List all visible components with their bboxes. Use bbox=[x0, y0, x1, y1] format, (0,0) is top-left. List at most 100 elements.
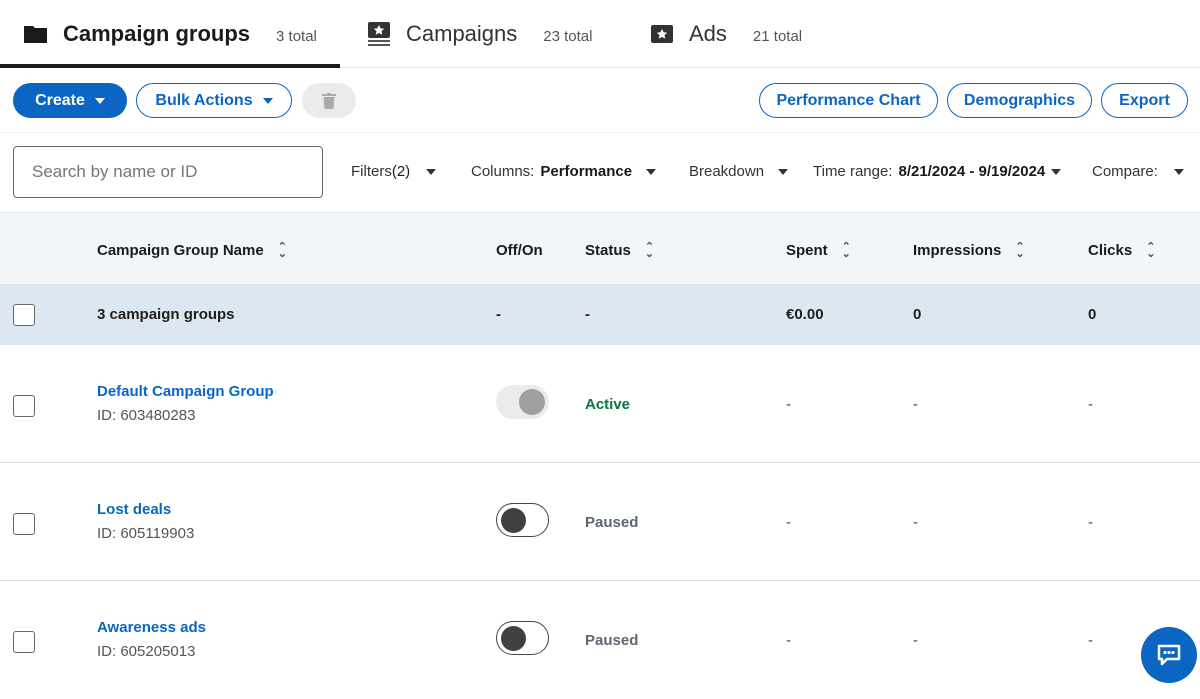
summary-spent: €0.00 bbox=[786, 306, 824, 323]
campaign-group-id: ID: 603480283 bbox=[97, 407, 196, 424]
chat-button[interactable] bbox=[1141, 627, 1197, 683]
ad-icon bbox=[651, 25, 673, 43]
time-range-dropdown[interactable]: Time range: 8/21/2024 - 9/19/2024 bbox=[813, 163, 1062, 180]
time-range-label: Time range: bbox=[813, 163, 893, 180]
sort-icon: ⌃ ⌄ bbox=[644, 240, 655, 260]
toggle-knob bbox=[501, 625, 526, 651]
campaign-stack-icon bbox=[368, 22, 390, 46]
columns-dropdown[interactable]: Columns: Performance bbox=[471, 163, 657, 180]
tab-count: 21 total bbox=[752, 27, 803, 45]
performance-chart-button[interactable]: Performance Chart bbox=[759, 83, 938, 118]
clicks-value: - bbox=[1088, 396, 1093, 413]
campaign-group-id: ID: 605119903 bbox=[97, 525, 195, 542]
columns-value: Performance bbox=[540, 163, 633, 180]
demographics-button[interactable]: Demographics bbox=[947, 83, 1092, 118]
tab-count: 3 total bbox=[276, 27, 317, 45]
trash-icon bbox=[322, 92, 336, 109]
header-label: Spent bbox=[786, 242, 828, 259]
caret-down-icon bbox=[1173, 168, 1184, 175]
filters-label: Filters bbox=[351, 163, 392, 180]
columns-label: Columns: bbox=[471, 163, 535, 180]
toggle-knob bbox=[519, 389, 545, 415]
status-badge: Paused bbox=[585, 514, 639, 531]
tab-label: Ads bbox=[689, 21, 727, 46]
table-row: Awareness ads ID: 605205013 Paused - - - bbox=[0, 581, 1200, 699]
impressions-value: - bbox=[913, 396, 918, 413]
campaign-group-link[interactable]: Awareness ads bbox=[97, 619, 206, 636]
header-impressions[interactable]: Impressions ⌃ ⌄ bbox=[913, 240, 1025, 260]
folder-icon bbox=[24, 26, 47, 43]
summary-label: 3 campaign groups bbox=[97, 306, 235, 323]
caret-down-icon bbox=[94, 97, 105, 104]
summary-status: - bbox=[585, 306, 590, 323]
create-button[interactable]: Create bbox=[13, 83, 127, 118]
spent-value: - bbox=[786, 632, 791, 649]
header-label: Clicks bbox=[1088, 242, 1133, 259]
spent-value: - bbox=[786, 514, 791, 531]
header-offon: Off/On bbox=[496, 242, 543, 259]
spent-value: - bbox=[786, 396, 791, 413]
header-label: Campaign Group Name bbox=[97, 242, 264, 259]
header-name[interactable]: Campaign Group Name ⌃ ⌄ bbox=[97, 240, 287, 260]
status-toggle[interactable] bbox=[496, 385, 549, 419]
filters-count: (2) bbox=[391, 163, 411, 180]
breakdown-dropdown[interactable]: Breakdown bbox=[689, 163, 789, 180]
campaign-group-link[interactable]: Lost deals bbox=[97, 501, 172, 518]
filters-dropdown[interactable]: Filters (2) bbox=[351, 163, 437, 180]
select-all-checkbox[interactable] bbox=[13, 304, 35, 326]
summary-offon: - bbox=[496, 306, 501, 323]
tab-campaigns[interactable]: Campaigns 23 total bbox=[368, 18, 593, 50]
sort-icon: ⌃ ⌄ bbox=[1015, 240, 1025, 260]
status-badge: Paused bbox=[585, 632, 639, 649]
header-clicks[interactable]: Clicks ⌃ ⌄ bbox=[1088, 240, 1156, 260]
delete-button[interactable] bbox=[302, 83, 356, 118]
create-label: Create bbox=[35, 91, 85, 109]
compare-dropdown[interactable]: Compare: bbox=[1092, 163, 1184, 180]
impressions-value: - bbox=[913, 632, 918, 649]
row-checkbox[interactable] bbox=[13, 631, 35, 653]
clicks-value: - bbox=[1088, 514, 1093, 531]
header-label: Off/On bbox=[496, 242, 543, 259]
caret-down-icon bbox=[262, 97, 273, 104]
summary-row: 3 campaign groups - - €0.00 0 0 bbox=[0, 284, 1200, 345]
status-badge: Active bbox=[585, 396, 631, 413]
filter-bar bbox=[0, 132, 1200, 212]
row-checkbox[interactable] bbox=[13, 395, 35, 417]
row-checkbox[interactable] bbox=[13, 513, 35, 535]
compare-label: Compare: bbox=[1092, 163, 1158, 180]
clicks-value: - bbox=[1088, 632, 1093, 649]
caret-down-icon bbox=[646, 168, 657, 175]
bulk-actions-button[interactable]: Bulk Actions bbox=[136, 83, 292, 118]
time-range-value: 8/21/2024 - 9/19/2024 bbox=[898, 163, 1046, 180]
summary-impressions: 0 bbox=[913, 306, 922, 323]
table-header: Campaign Group Name ⌃ ⌄ Off/On Status ⌃ ⌄ Sp… bbox=[0, 212, 1200, 284]
chat-bubble-icon bbox=[1157, 644, 1181, 666]
status-toggle[interactable] bbox=[496, 621, 549, 655]
tab-campaign-groups[interactable]: Campaign groups 3 total bbox=[24, 18, 317, 50]
caret-down-icon bbox=[1051, 168, 1062, 175]
search-input[interactable] bbox=[13, 146, 323, 198]
caret-down-icon bbox=[778, 168, 789, 175]
tab-label: Campaigns bbox=[406, 21, 518, 46]
tab-label: Campaign groups bbox=[63, 21, 251, 46]
breakdown-label: Breakdown bbox=[689, 163, 765, 180]
export-button[interactable]: Export bbox=[1101, 83, 1188, 118]
header-spent[interactable]: Spent ⌃ ⌄ bbox=[786, 240, 851, 260]
tab-count: 23 total bbox=[543, 27, 593, 45]
campaign-group-id: ID: 605205013 bbox=[97, 643, 196, 660]
campaign-group-link[interactable]: Default Campaign Group bbox=[97, 383, 274, 400]
caret-down-icon bbox=[426, 168, 437, 175]
sort-icon: ⌃ ⌄ bbox=[841, 240, 851, 260]
summary-clicks: 0 bbox=[1088, 306, 1097, 323]
table-row: Lost deals ID: 605119903 Paused - - - bbox=[0, 463, 1200, 581]
status-toggle[interactable] bbox=[496, 503, 549, 537]
entity-tabs: Campaign groups 3 total Campaigns 23 tot… bbox=[0, 0, 1200, 68]
bulk-actions-label: Bulk Actions bbox=[155, 91, 253, 109]
tab-ads[interactable]: Ads 21 total bbox=[651, 18, 802, 50]
header-status[interactable]: Status ⌃ ⌄ bbox=[585, 240, 655, 260]
sort-icon: ⌃ ⌄ bbox=[277, 240, 287, 260]
active-tab-indicator bbox=[0, 64, 340, 68]
sort-icon: ⌃ ⌄ bbox=[1146, 240, 1156, 260]
toggle-knob bbox=[501, 507, 526, 533]
table-row: Default Campaign Group ID: 603480283 Act… bbox=[0, 345, 1200, 463]
